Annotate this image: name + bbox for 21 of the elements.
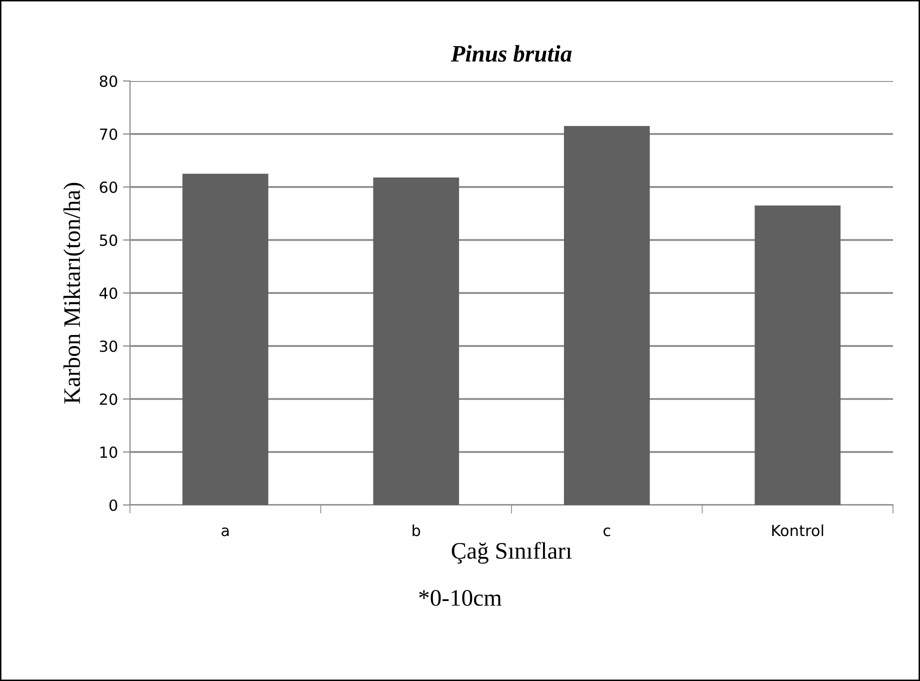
x-tick-label: c bbox=[604, 528, 610, 536]
bar bbox=[754, 206, 841, 505]
y-tick-label: 50 bbox=[100, 234, 118, 246]
bar bbox=[182, 174, 268, 505]
text: *0-10cm bbox=[419, 590, 502, 606]
y-axis-title: Karbon Miktarı(ton/ha) bbox=[63, 182, 85, 404]
y-tick-label: 0 bbox=[109, 499, 118, 512]
x-tick-label: a bbox=[222, 528, 229, 536]
x-axis-title: Çağ Sınıfları bbox=[452, 542, 572, 564]
y-tick-label: 70 bbox=[100, 128, 118, 140]
chart-title: Pinus brutia bbox=[450, 45, 572, 62]
x-tick-label: Kontrol bbox=[772, 524, 824, 536]
y-tick-label: 10 bbox=[100, 446, 118, 458]
y-tick-label: 20 bbox=[100, 393, 118, 406]
y-tick-label: 40 bbox=[100, 287, 118, 300]
bar bbox=[564, 126, 650, 505]
y-tick-label: 30 bbox=[100, 340, 118, 352]
y-tick-label: 60 bbox=[100, 181, 118, 194]
bar bbox=[373, 177, 460, 505]
x-tick-label: b bbox=[412, 524, 420, 536]
y-tick-label: 80 bbox=[100, 75, 118, 88]
